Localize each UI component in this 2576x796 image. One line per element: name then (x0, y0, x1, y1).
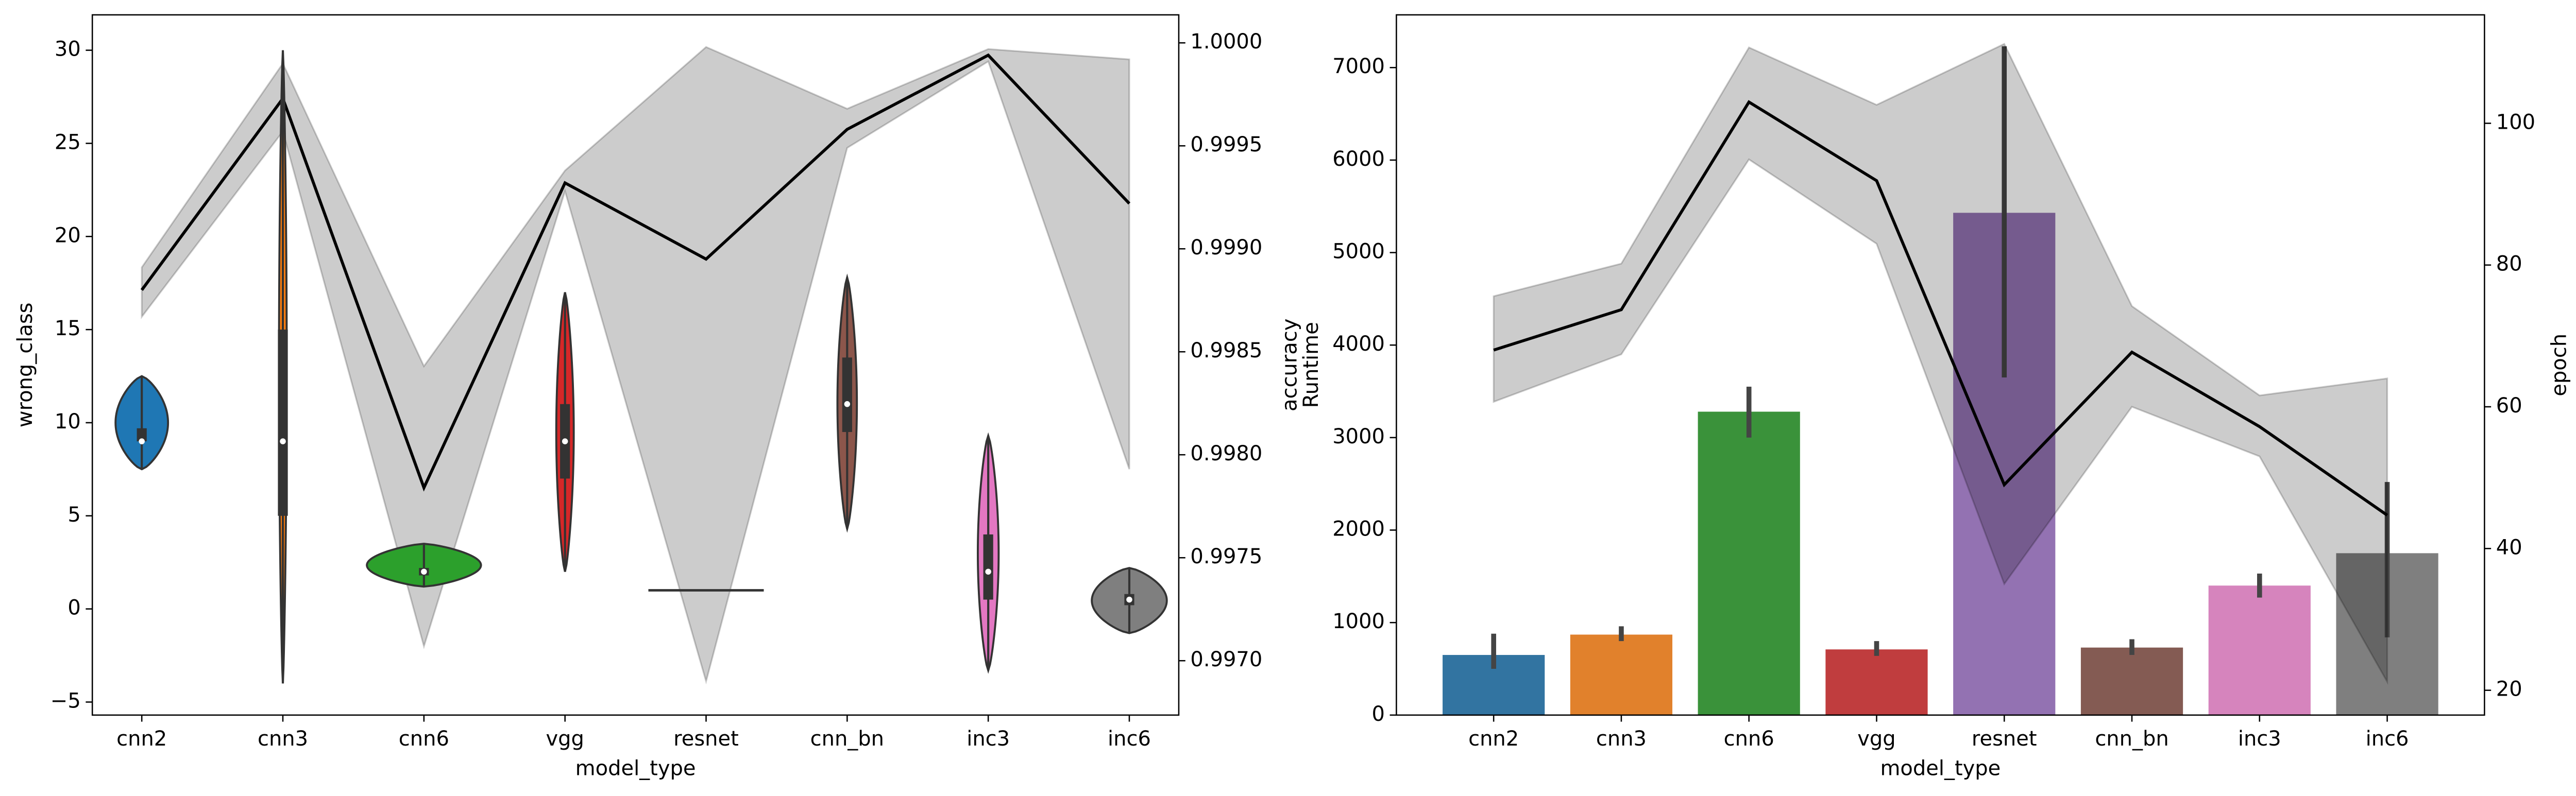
x-tick-label: resnet (1972, 727, 2037, 751)
y-tick-label: 20 (55, 223, 81, 247)
y2-tick-label: 80 (2496, 252, 2522, 276)
y-tick-label: 6000 (1332, 147, 1385, 171)
x-tick-label: inc6 (2366, 727, 2409, 751)
y-axis-label: Runtime (1299, 322, 1323, 408)
y-tick-label: 10 (55, 410, 81, 434)
y-tick-label: −5 (50, 689, 81, 713)
x-tick-label: inc3 (967, 727, 1010, 751)
y-tick-label: 4000 (1332, 332, 1385, 356)
y-tick-label: 7000 (1332, 55, 1385, 78)
y-tick-label: 15 (55, 317, 81, 340)
x-tick-label: cnn_bn (810, 727, 884, 751)
x-tick-label: cnn6 (1724, 727, 1774, 751)
y2-tick-label: 0.9985 (1190, 339, 1262, 362)
plot-frame (1396, 14, 2485, 716)
bar (1570, 634, 1673, 715)
y2-tick-label: 60 (2496, 394, 2522, 418)
x-tick-label: cnn2 (1468, 727, 1519, 751)
plot-frame (91, 14, 1180, 716)
x-tick-label: inc6 (1108, 727, 1151, 751)
bar (2208, 585, 2311, 715)
y2-tick-label: 0.9995 (1190, 133, 1262, 157)
x-tick-label: cnn3 (1596, 727, 1647, 751)
y-tick-label: 5 (67, 503, 80, 527)
x-tick-label: vgg (1857, 727, 1895, 751)
x-axis-label: model_type (1880, 756, 2001, 780)
line (1493, 100, 2388, 517)
confidence-band (141, 46, 1130, 685)
y-tick-label: 30 (55, 38, 81, 61)
x-tick-label: resnet (673, 727, 739, 751)
x-tick-label: cnn6 (399, 727, 449, 751)
y-tick-label: 2000 (1332, 517, 1385, 541)
y-tick-label: 5000 (1332, 240, 1385, 264)
violin-median (985, 568, 991, 575)
y2-tick-label: 40 (2496, 535, 2522, 559)
x-tick-label: cnn2 (116, 727, 167, 751)
y-tick-label: 1000 (1332, 610, 1385, 633)
y2-axis-label: accuracy (1278, 319, 1302, 411)
x-tick-label: cnn_bn (2095, 727, 2168, 751)
violin-median (844, 401, 851, 407)
bar (2080, 647, 2183, 715)
y2-tick-label: 1.0000 (1190, 30, 1262, 54)
y-tick-label: 0 (67, 596, 80, 620)
y2-tick-label: 0.9970 (1190, 648, 1262, 671)
y2-tick-label: 0.9990 (1190, 236, 1262, 259)
line (140, 53, 1131, 492)
violin-median (139, 438, 145, 444)
bar (1698, 411, 1800, 715)
violin-box (278, 330, 288, 516)
y-tick-label: 25 (55, 130, 81, 154)
violin-median (1126, 596, 1132, 603)
x-tick-label: cnn3 (258, 727, 308, 751)
violin-box (983, 534, 993, 600)
y2-tick-label: 20 (2496, 678, 2522, 701)
y-tick-label: 3000 (1332, 425, 1385, 448)
violin-box (842, 357, 852, 432)
x-axis-label: model_type (575, 756, 696, 780)
y2-tick-label: 100 (2496, 110, 2535, 134)
confidence-band (1493, 43, 2388, 685)
y2-tick-label: 0.9975 (1190, 545, 1262, 568)
y2-axis-label: epoch (2548, 334, 2571, 396)
violin-median (280, 438, 286, 444)
x-tick-label: vgg (546, 727, 584, 751)
violin-median (562, 438, 568, 444)
violin-median (421, 568, 427, 575)
y-tick-label: 0 (1372, 702, 1385, 726)
y-axis-label: wrong_class (13, 302, 37, 427)
violin-box (137, 428, 147, 442)
y2-tick-label: 0.9980 (1190, 442, 1262, 465)
bar (1825, 649, 1928, 715)
x-tick-label: inc3 (2238, 727, 2281, 751)
